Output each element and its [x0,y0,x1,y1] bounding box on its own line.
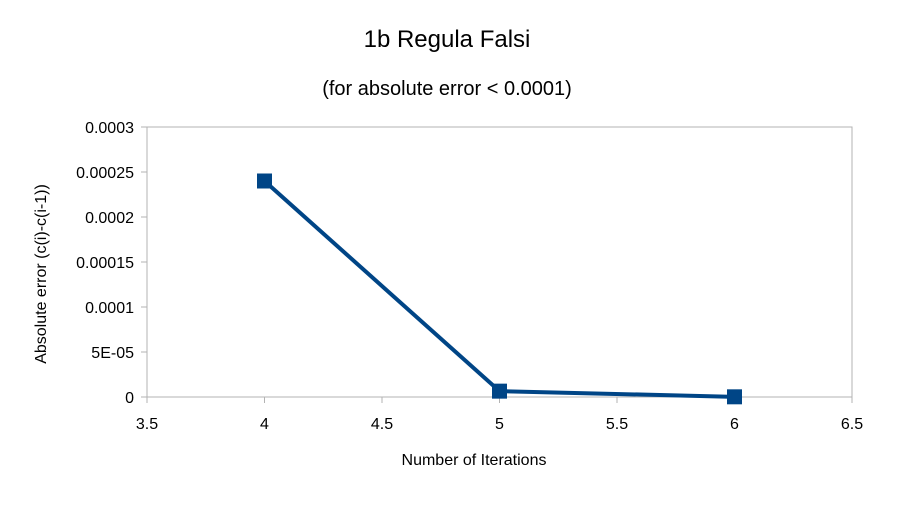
x-tick-label: 4 [260,416,269,433]
series-line [262,179,737,399]
y-axis-ticks: 0 5E-05 0.0001 0.00015 0.0002 0.00025 0.0003 [76,120,147,407]
x-tick-label: 6.5 [841,416,863,433]
x-tick-label: 4.5 [371,416,393,433]
y-tick-label: 0.00025 [76,165,134,182]
data-series [257,173,742,405]
chart-title: 1b Regula Falsi [364,26,531,53]
y-tick-label: 0.0003 [85,120,134,137]
y-tick-label: 0 [125,390,134,407]
y-tick-label: 0.0002 [85,210,134,227]
x-axis-label: Number of Iterations [402,452,547,469]
chart-subtitle: (for absolute error < 0.0001) [322,78,572,100]
x-tick-label: 5 [495,416,504,433]
x-tick-label: 6 [730,416,739,433]
y-axis-label: Absolute error (c(i)-c(i-1)) [33,184,50,364]
data-point-marker [727,389,742,405]
y-tick-label: 0.00015 [76,255,134,272]
x-tick-label: 3.5 [136,416,158,433]
data-point-marker [257,173,272,189]
y-tick-label: 5E-05 [91,345,134,362]
plot-area-border [146,126,853,398]
x-axis-ticks: 3.5 4 4.5 5 5.5 6 6.5 [136,397,863,433]
y-tick-label: 0.0001 [85,300,134,317]
x-tick-label: 5.5 [606,416,628,433]
data-point-marker [492,383,507,399]
plot-frame [146,126,853,398]
